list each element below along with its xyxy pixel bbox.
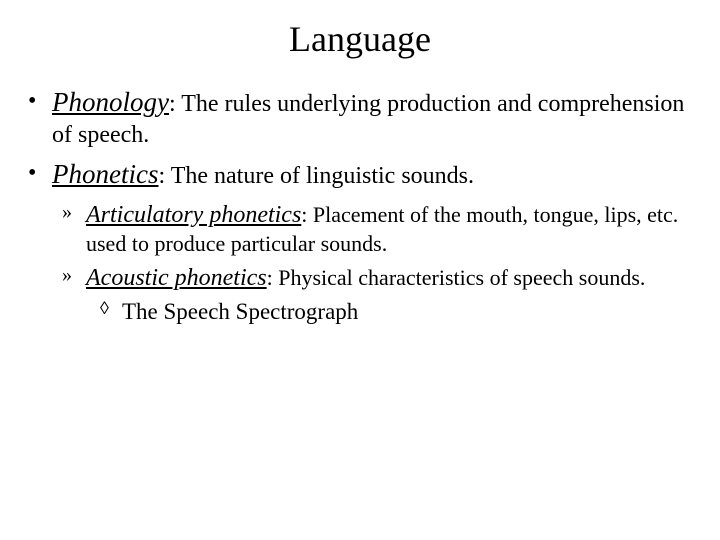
bullet-mark: ◊ — [100, 297, 122, 327]
bullet-mark: • — [28, 86, 52, 150]
bullet-mark: » — [62, 200, 86, 258]
def-phonetics: : The nature of linguistic sounds. — [158, 163, 474, 189]
slide-title: Language — [28, 18, 692, 60]
term-phonetics: Phonetics — [52, 159, 158, 189]
bullet-mark: » — [62, 263, 86, 293]
bullet-content: Acoustic phonetics: Physical characteris… — [86, 263, 692, 293]
term-articulatory: Articulatory phonetics — [86, 202, 301, 228]
slide: Language • Phonology: The rules underlyi… — [0, 0, 720, 540]
bullet-phonetics: • Phonetics: The nature of linguistic so… — [28, 158, 692, 192]
bullet-content: Phonetics: The nature of linguistic soun… — [52, 158, 692, 192]
bullet-mark: • — [28, 158, 52, 192]
def-acoustic: : Physical characteristics of speech sou… — [267, 265, 646, 290]
bullet-articulatory: » Articulatory phonetics: Placement of t… — [28, 200, 692, 258]
bullet-acoustic: » Acoustic phonetics: Physical character… — [28, 263, 692, 293]
term-acoustic: Acoustic phonetics — [86, 265, 267, 291]
term-phonology: Phonology — [52, 87, 169, 117]
text-spectrograph: The Speech Spectrograph — [122, 297, 692, 327]
bullet-phonology: • Phonology: The rules underlying produc… — [28, 86, 692, 150]
bullet-content: Articulatory phonetics: Placement of the… — [86, 200, 692, 258]
bullet-content: Phonology: The rules underlying producti… — [52, 86, 692, 150]
bullet-spectrograph: ◊ The Speech Spectrograph — [28, 297, 692, 327]
